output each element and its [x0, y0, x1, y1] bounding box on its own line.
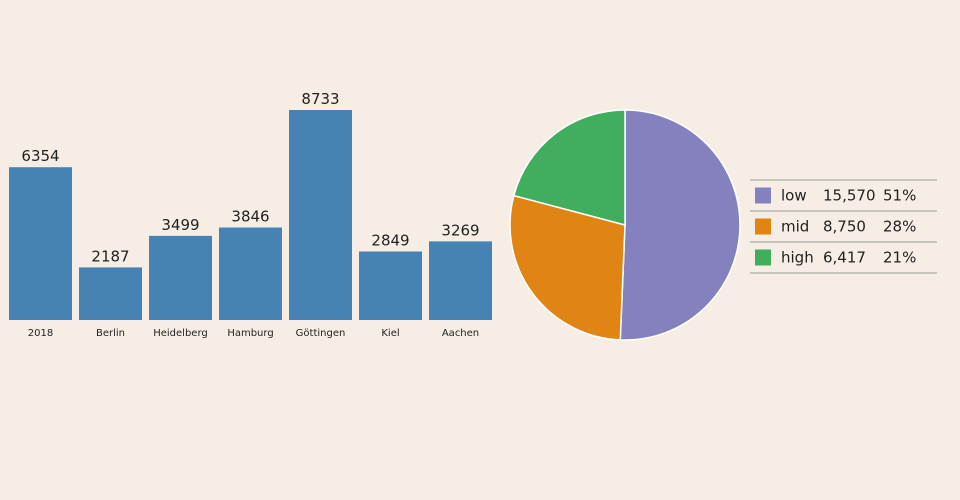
legend-label: mid — [781, 218, 809, 236]
bar-value-label: 2187 — [91, 247, 129, 265]
bar-5 — [359, 251, 422, 320]
legend-swatch-low — [755, 187, 771, 204]
pie-slice-low — [619, 109, 741, 341]
legend-swatch-mid — [755, 218, 771, 235]
x-tick-label: Berlin — [96, 328, 125, 339]
legend-label: high — [781, 249, 814, 267]
pie-chart — [509, 109, 741, 341]
bar-1 — [79, 267, 142, 320]
x-tick-label: Heidelberg — [153, 328, 208, 339]
bar-value-label: 2849 — [371, 231, 409, 249]
bar-6 — [429, 241, 492, 320]
bar-0 — [9, 167, 72, 320]
pie-slice-high — [512, 109, 626, 226]
x-tick-label: Hamburg — [227, 328, 273, 339]
legend-percent: 21% — [883, 249, 916, 267]
bar-value-label: 3846 — [231, 208, 269, 226]
bar-2 — [149, 235, 212, 320]
bar-3 — [219, 227, 282, 320]
pie-legend-table: low 15,570 51% mid 8,750 28% high 6,417 21% — [750, 179, 937, 274]
legend-percent: 51% — [883, 187, 916, 205]
bar-value-label: 8733 — [301, 90, 339, 108]
pie-slice-mid — [509, 194, 626, 341]
legend-value: 6,417 — [823, 249, 866, 267]
legend-swatch-high — [755, 249, 771, 266]
bar-value-label: 3499 — [161, 216, 199, 234]
x-tick-label: 2018 — [28, 328, 53, 339]
x-tick-label: Aachen — [442, 328, 479, 339]
bar-chart: 6354 2018 2187 Berlin 3499 Heidelberg 3846 Hamb… — [9, 90, 492, 339]
x-tick-label: Kiel — [381, 328, 399, 339]
legend-value: 8,750 — [823, 218, 866, 236]
bar-value-label: 3269 — [441, 221, 479, 239]
bar-value-label: 6354 — [21, 147, 59, 165]
legend-label: low — [781, 187, 807, 205]
x-tick-label: Göttingen — [296, 328, 346, 339]
legend-percent: 28% — [883, 218, 916, 236]
bar-4 — [289, 110, 352, 320]
legend-value: 15,570 — [823, 187, 876, 205]
